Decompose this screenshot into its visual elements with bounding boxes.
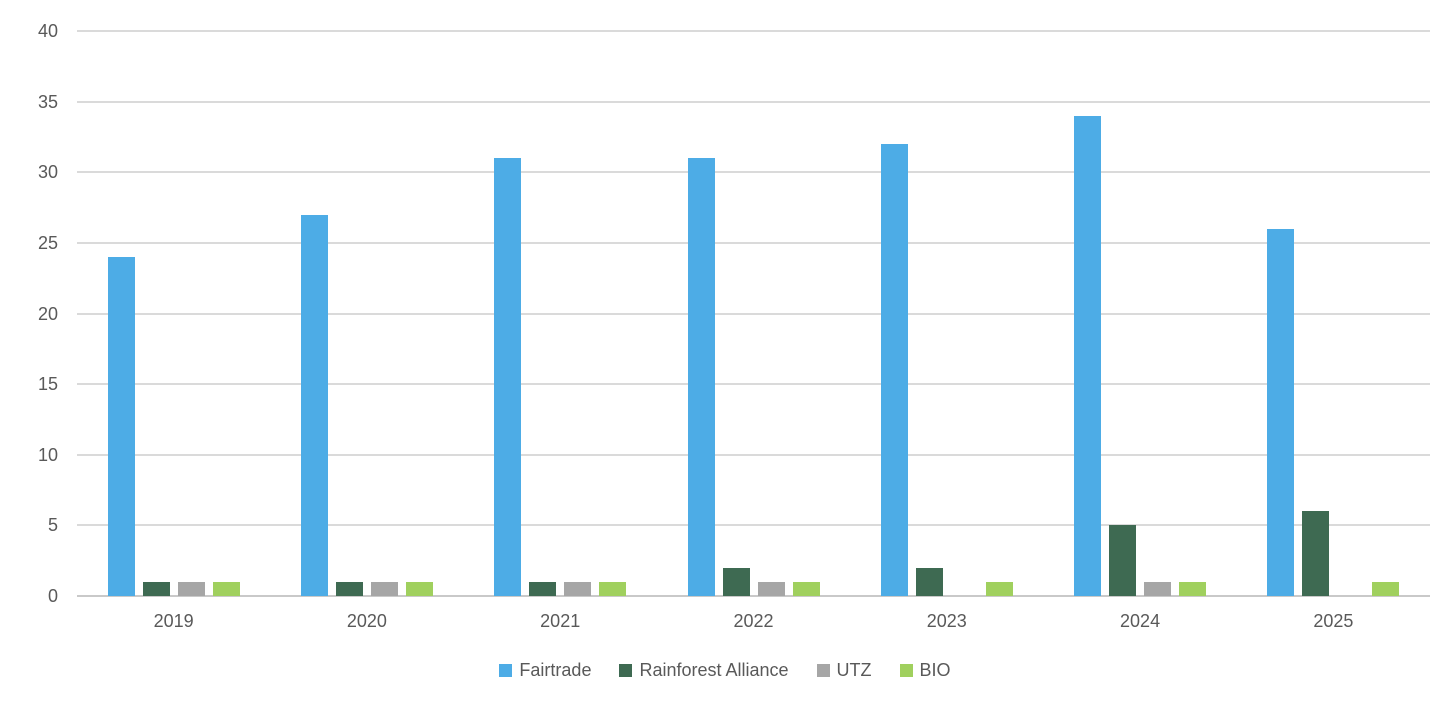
legend-marker-icon (499, 663, 513, 677)
bar-utz-2019 (177, 581, 205, 596)
gridline-y-15 (77, 383, 1430, 386)
bar-bio-2023 (985, 581, 1013, 596)
x-axis-label: 2021 (540, 611, 581, 631)
bar-utz-2024 (1144, 581, 1172, 596)
bar-rainforest-alliance-2021 (529, 581, 557, 596)
x-axis-label: 2024 (1120, 611, 1161, 631)
gridline-y-35 (77, 100, 1430, 103)
legend-marker-icon (816, 663, 830, 677)
gridline-y-20 (77, 312, 1430, 315)
legend-item-bio: BIO (899, 660, 951, 680)
gridline-y-40 (77, 30, 1430, 32)
legend-marker-icon (899, 663, 913, 677)
gridline-y-30 (77, 171, 1430, 174)
y-axis-tick-label: 30 (37, 162, 58, 183)
legend-label: BIO (919, 660, 951, 680)
bar-rainforest-alliance-2019 (142, 581, 170, 596)
x-axis-label: 2022 (733, 611, 774, 631)
bar-rainforest-alliance-2020 (335, 581, 363, 596)
y-axis-tick-label: 0 (47, 586, 58, 606)
x-axis-label: 2020 (346, 611, 387, 631)
bar-fairtrade-2021 (494, 158, 522, 596)
x-axis-label: 2023 (926, 611, 967, 631)
bar-bio-2024 (1179, 581, 1207, 596)
bar-fairtrade-2019 (107, 257, 135, 596)
bar-fairtrade-2025 (1267, 228, 1295, 596)
y-axis-tick-label: 15 (37, 374, 58, 395)
bar-bio-2020 (405, 581, 433, 596)
bar-rainforest-alliance-2022 (722, 567, 750, 596)
bar-rainforest-alliance-2025 (1302, 511, 1330, 596)
bar-fairtrade-2024 (1074, 115, 1102, 596)
legend-label: Rainforest Alliance (639, 660, 789, 680)
bar-fairtrade-2023 (880, 144, 908, 596)
gridline-y-25 (77, 241, 1430, 244)
bar-fairtrade-2022 (687, 158, 715, 596)
bar-utz-2021 (564, 581, 592, 596)
bar-bio-2025 (1372, 581, 1400, 596)
gridline-y-5 (77, 524, 1430, 527)
x-axis-baseline (77, 595, 1430, 597)
legend-label: UTZ (836, 660, 872, 680)
legend-item-rainforest-alliance: Rainforest Alliance (619, 660, 789, 680)
y-axis-tick-label: 25 (37, 232, 58, 253)
y-axis-tick-label: 10 (37, 444, 58, 465)
bar-bio-2022 (792, 581, 820, 596)
y-axis-tick-label: 5 (47, 515, 58, 536)
bar-bio-2019 (212, 581, 240, 596)
bar-utz-2020 (370, 581, 398, 596)
bar-rainforest-alliance-2023 (915, 567, 943, 596)
bar-rainforest-alliance-2024 (1109, 525, 1137, 596)
y-axis-tick-label: 20 (37, 303, 58, 324)
bar-fairtrade-2020 (300, 214, 328, 596)
x-axis-label: 2025 (1313, 611, 1354, 631)
legend-marker-icon (619, 663, 633, 677)
y-axis-tick-label: 40 (37, 21, 58, 41)
gridline-y-10 (77, 453, 1430, 456)
legend-item-fairtrade: Fairtrade (499, 660, 591, 680)
legend-item-utz: UTZ (816, 660, 872, 680)
chart-legend: Fairtrade Rainforest Alliance UTZ BIO (0, 660, 1450, 680)
bar-utz-2022 (757, 581, 785, 596)
bar-bio-2021 (599, 581, 627, 596)
y-axis-tick-label: 35 (37, 91, 58, 112)
legend-label: Fairtrade (519, 660, 592, 680)
x-axis-label: 2019 (153, 611, 194, 631)
